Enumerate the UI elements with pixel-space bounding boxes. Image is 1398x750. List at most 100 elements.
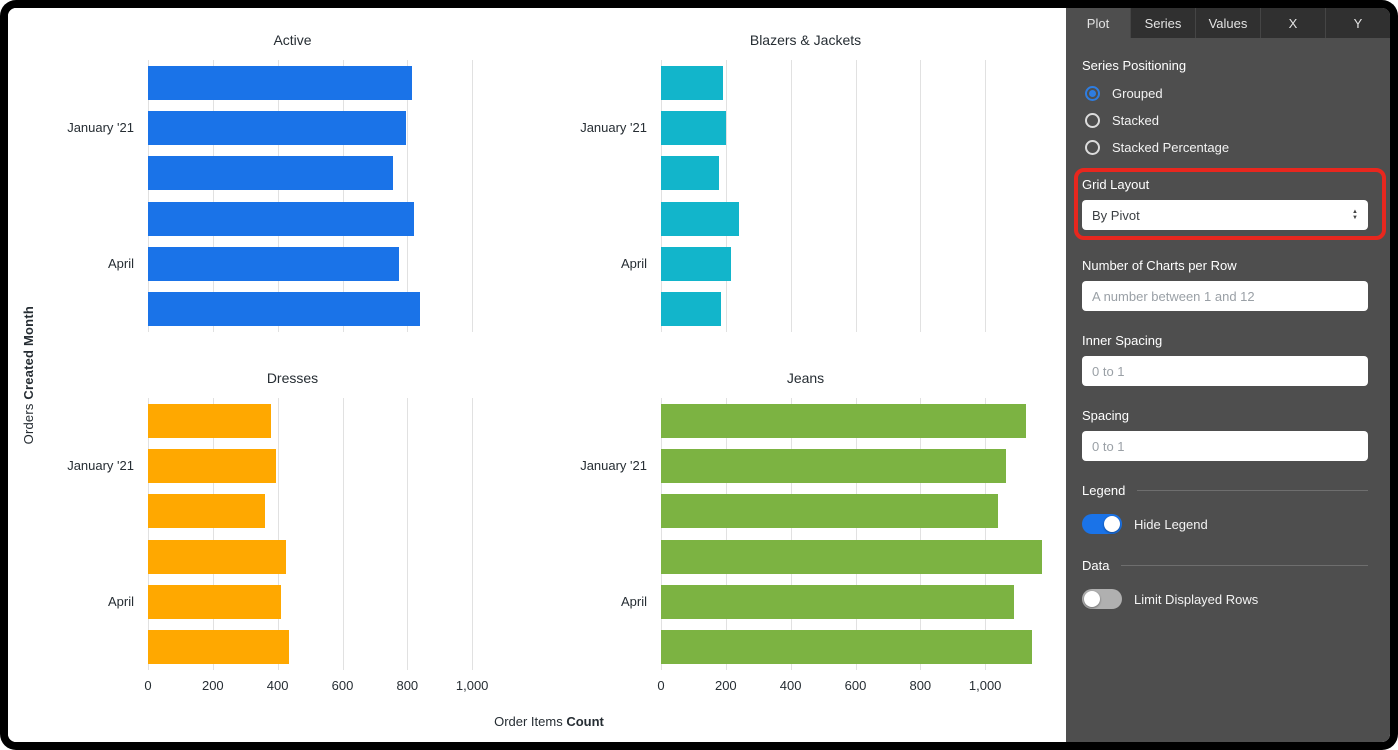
bar-blazers-jackets-2[interactable] [661,156,720,191]
tab-y[interactable]: Y [1353,15,1363,31]
charts-per-row-label: Number of Charts per Row [1082,258,1237,273]
bar-jeans-0[interactable] [661,403,1026,438]
gridline [407,398,409,670]
bar-slot [148,60,537,105]
bar-slot [148,287,537,332]
bar-slot [148,534,537,579]
inner-spacing-group: Inner Spacing [1082,333,1368,386]
bar-jeans-4[interactable] [661,584,1015,619]
grid-layout-select[interactable]: By Pivot ▲ ▼ [1082,200,1368,230]
plot-area [148,398,537,670]
chart-cell-dresses: Dresses January '21 April 0 200 400 600 800 1,… [48,358,537,700]
x-axis-title-view: Order Items [494,713,563,729]
plot-area [661,398,1050,670]
radio-stacked-percentage[interactable]: Stacked Percentage [1085,140,1368,155]
bar-slot [661,443,1050,488]
spacing-label: Spacing [1082,408,1129,423]
bar-active-4[interactable] [148,246,400,281]
bar-blazers-jackets-4[interactable] [661,246,731,281]
bar-jeans-3[interactable] [661,539,1042,574]
charts-wrap: Active January '21 April Blazers & Jacket… [48,8,1066,742]
toggle-track [1082,589,1122,609]
x-axis-ticks: 0 200 400 600 800 1,000 [657,670,1050,700]
updown-arrows-icon: ▲ ▼ [1352,209,1358,221]
gridline [985,60,987,332]
y-slot [561,489,661,534]
bar-slot [661,534,1050,579]
bar-blazers-jackets-3[interactable] [661,201,739,236]
y-slot [48,151,148,196]
bar-slot [148,625,537,670]
bar-active-1[interactable] [148,110,406,145]
bar-active-0[interactable] [148,65,413,100]
tab-series[interactable]: Series [1131,8,1196,38]
chart-body: January '21 April [561,398,1050,670]
grid-layout-label: Grid Layout [1082,177,1150,192]
x-axis-tick-label: 0 [144,678,152,693]
tab-values[interactable]: Values [1196,8,1261,38]
bar-dresses-2[interactable] [148,494,265,529]
bar-slot [661,489,1050,534]
x-axis-title-field: Count [566,713,604,729]
bar-slot [148,241,537,286]
tab-x[interactable]: X [1261,8,1326,38]
chart-title: Dresses [266,370,319,386]
bar-dresses-1[interactable] [148,448,277,483]
bar-active-3[interactable] [148,201,414,236]
y-axis-tick-label: April [620,256,647,272]
spacing-input[interactable] [1082,431,1368,461]
data-section-header: Data [1082,558,1368,573]
bar-dresses-5[interactable] [148,630,289,665]
bar-dresses-0[interactable] [148,403,272,438]
gridline [277,398,279,670]
bar-blazers-jackets-0[interactable] [661,65,723,100]
bar-slot [661,241,1050,286]
radio-grouped[interactable]: Grouped [1085,86,1368,101]
charts-per-row-input[interactable] [1082,281,1368,311]
bar-dresses-3[interactable] [148,539,286,574]
toggle-knob [1084,591,1100,607]
gridline [148,398,149,670]
hide-legend-toggle[interactable]: Hide Legend [1082,514,1368,534]
x-axis-title: Order Items Count [48,700,1050,742]
bar-slot [661,398,1050,443]
bar-slot [661,196,1050,241]
legend-section-header: Legend [1082,483,1368,498]
toggle-knob [1104,516,1120,532]
y-slot [48,60,148,105]
chart-cell-active: Active January '21 April [48,20,537,358]
chart-cell-jeans: Jeans January '21 April 0 200 400 600 800 1,00… [561,358,1050,700]
y-slot: January '21 [48,443,148,488]
bar-jeans-1[interactable] [661,448,1007,483]
bar-jeans-5[interactable] [661,630,1033,665]
radio-label: Stacked [1112,113,1159,128]
inner-spacing-input[interactable] [1082,356,1368,386]
bar-active-2[interactable] [148,156,393,191]
bar-blazers-jackets-5[interactable] [661,292,721,327]
chart-body: January '21 April [48,60,537,332]
plot-area [661,60,1050,332]
charts-per-row-group: Number of Charts per Row [1082,258,1368,311]
bar-blazers-jackets-1[interactable] [661,110,726,145]
y-axis-labels: January '21 April [48,60,148,332]
bar-slot [148,196,537,241]
y-slot: April [48,579,148,624]
y-slot [48,196,148,241]
bar-dresses-4[interactable] [148,584,281,619]
y-slot [48,398,148,443]
bar-jeans-2[interactable] [661,494,999,529]
grid-layout-value: By Pivot [1092,207,1140,223]
gridline [790,60,792,332]
y-slot: April [48,241,148,286]
tab-plot[interactable]: Plot [1066,8,1131,38]
gridline [342,60,344,332]
bar-slot [148,105,537,150]
limit-displayed-rows-toggle[interactable]: Limit Displayed Rows [1082,589,1368,609]
chart-body: January '21 April [48,398,537,670]
y-axis-tick-label: January '21 [67,120,134,136]
radio-stacked[interactable]: Stacked [1085,113,1368,128]
gridline [725,60,727,332]
bar-active-5[interactable] [148,292,421,327]
x-axis-ticks: 0 200 400 600 800 1,000 [144,670,537,700]
